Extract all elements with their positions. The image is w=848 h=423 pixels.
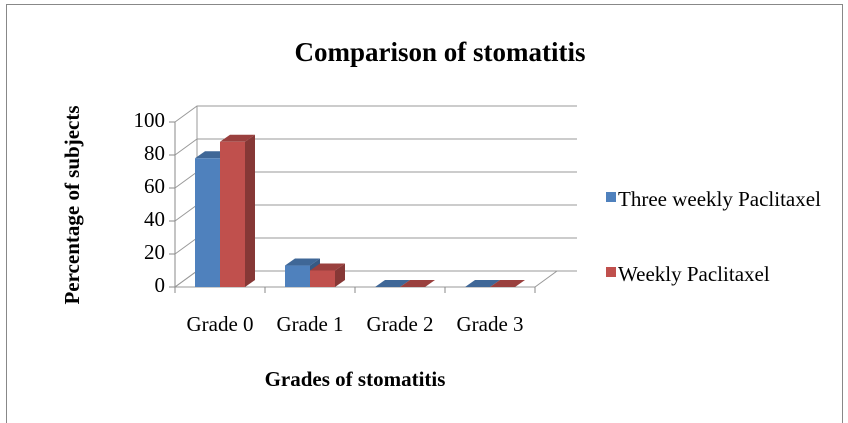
y-tick-label: 40 [144, 207, 165, 231]
bar-side [335, 263, 345, 287]
bar-top [465, 280, 500, 287]
x-tick-label: Grade 1 [276, 312, 343, 336]
y-tick-label: 100 [134, 108, 166, 132]
y-tick-label: 20 [144, 240, 165, 264]
y-tick-label: 0 [155, 273, 166, 297]
grid-line [174, 138, 577, 156]
bar [285, 265, 310, 287]
grid-line [174, 105, 577, 123]
x-axis-label: Grades of stomatitis [265, 367, 446, 391]
bar-top [285, 258, 320, 266]
y-axis-label: Percentage of subjects [60, 105, 84, 304]
y-tick-label: 80 [144, 141, 165, 165]
legend-swatch [606, 192, 616, 202]
bar-top [400, 280, 435, 287]
bar [195, 158, 220, 287]
legend-swatch [606, 267, 616, 277]
bar-top [375, 280, 410, 287]
x-tick-label: Grade 0 [186, 312, 253, 336]
chart-title: Comparison of stomatitis [295, 37, 586, 67]
legend-label: Three weekly Paclitaxel [618, 187, 821, 211]
legend-label: Weekly Paclitaxel [618, 262, 770, 286]
bar [310, 270, 335, 287]
y-tick-label: 60 [144, 174, 165, 198]
bar-top [490, 280, 525, 287]
bar-top [220, 134, 255, 142]
bar-top [310, 263, 345, 271]
chart-border [6, 4, 843, 423]
x-tick-label: Grade 2 [366, 312, 433, 336]
bar [220, 141, 245, 287]
bar-side [245, 134, 255, 287]
x-tick-label: Grade 3 [456, 312, 523, 336]
